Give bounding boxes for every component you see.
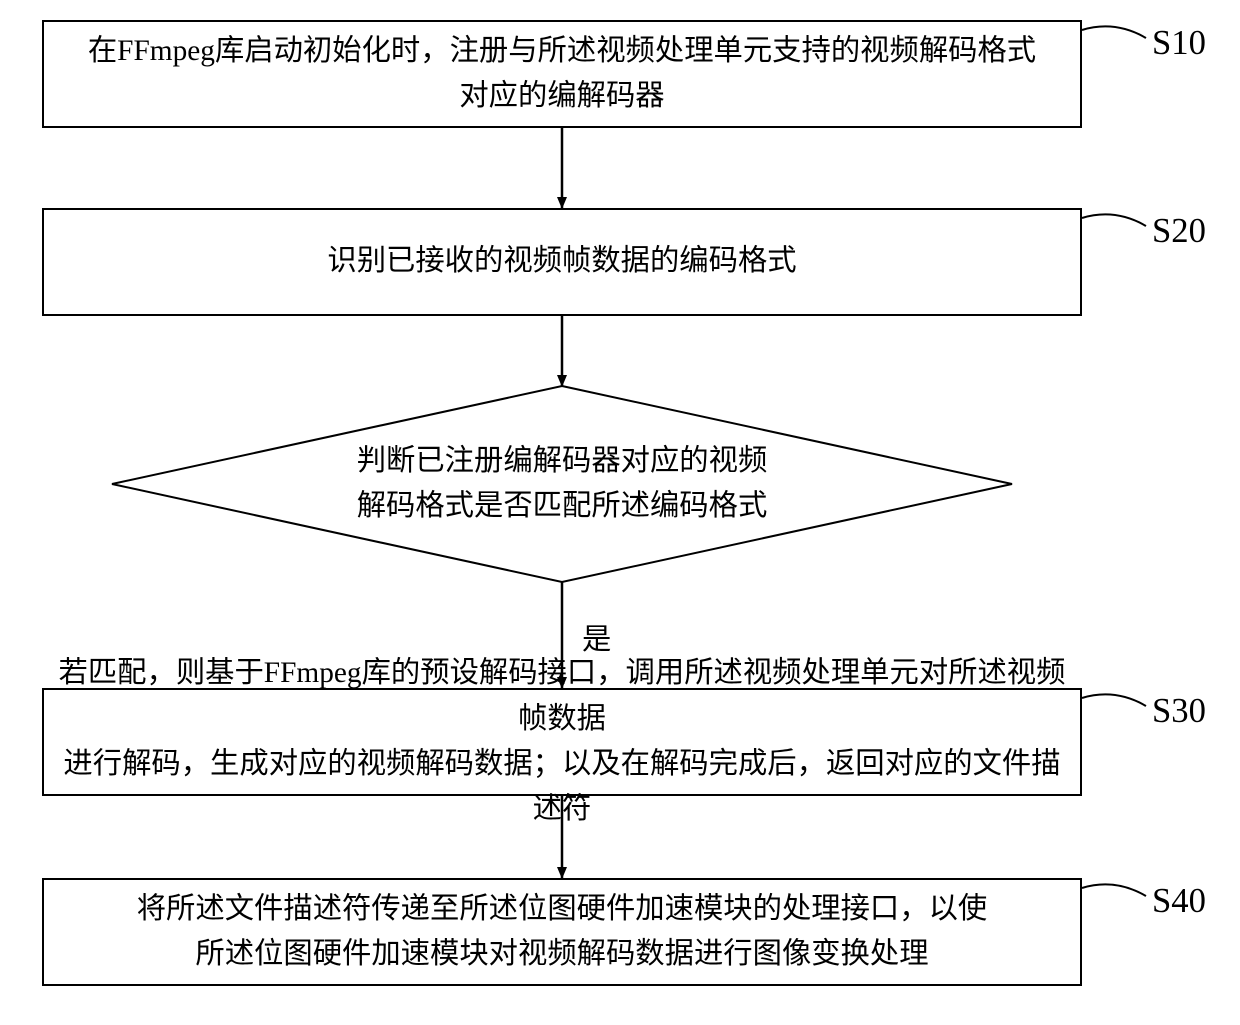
step-s20-label: S20 (1152, 212, 1206, 251)
step-s40-text: 将所述文件描述符传递至所述位图硬件加速模块的处理接口，以使 所述位图硬件加速模块… (137, 887, 988, 978)
step-s30: 若匹配，则基于FFmpeg库的预设解码接口，调用所述视频处理单元对所述视频帧数据… (42, 688, 1082, 796)
decision-text: 判断已注册编解码器对应的视频 解码格式是否匹配所述编码格式 (112, 386, 1012, 582)
step-s40-label: S40 (1152, 882, 1206, 921)
step-s40: 将所述文件描述符传递至所述位图硬件加速模块的处理接口，以使 所述位图硬件加速模块… (42, 878, 1082, 986)
step-s10: 在FFmpeg库启动初始化时，注册与所述视频处理单元支持的视频解码格式 对应的编… (42, 20, 1082, 128)
step-s20-text: 识别已接收的视频帧数据的编码格式 (327, 239, 796, 284)
step-s20: 识别已接收的视频帧数据的编码格式 (42, 208, 1082, 316)
step-s10-label: S10 (1152, 24, 1206, 63)
step-s30-text: 若匹配，则基于FFmpeg库的预设解码接口，调用所述视频处理单元对所述视频帧数据… (56, 651, 1068, 833)
flowchart-canvas: 在FFmpeg库启动初始化时，注册与所述视频处理单元支持的视频解码格式 对应的编… (0, 0, 1240, 1025)
step-s30-label: S30 (1152, 692, 1206, 731)
decision-node: 判断已注册编解码器对应的视频 解码格式是否匹配所述编码格式 (112, 386, 1012, 582)
step-s10-text: 在FFmpeg库启动初始化时，注册与所述视频处理单元支持的视频解码格式 对应的编… (88, 29, 1036, 120)
